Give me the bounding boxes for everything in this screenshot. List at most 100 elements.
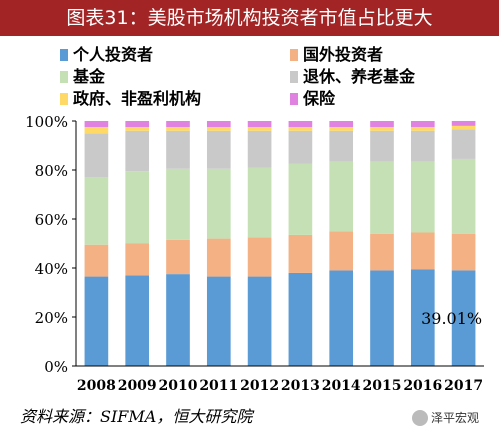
- bar-segment: [288, 272, 313, 366]
- y-tick-label: 60%: [35, 211, 68, 229]
- bar-segment: [370, 130, 394, 162]
- bar-segment: [370, 127, 394, 131]
- y-tick-label: 0%: [44, 358, 68, 376]
- bar-segment: [451, 270, 476, 366]
- legend-item-individual: 个人投资者: [60, 44, 153, 66]
- legend-item-insurance: 保险: [290, 88, 335, 110]
- bar-segment: [84, 121, 109, 128]
- bar-segment: [451, 125, 476, 130]
- bar-segment: [288, 127, 313, 131]
- bar-segment: [166, 168, 190, 240]
- bar-segment: [410, 232, 435, 270]
- source-note: 资料来源：SIFMA，恒大研究院: [20, 407, 253, 426]
- bar-segment: [166, 130, 190, 169]
- legend-item-funds: 基金: [60, 66, 105, 88]
- bar-segment: [329, 231, 354, 271]
- bar-segment: [451, 120, 476, 126]
- legend-item-foreign: 国外投资者: [290, 44, 383, 66]
- bar-segment: [125, 171, 150, 244]
- bar-segment: [410, 269, 435, 366]
- bar-segment: [247, 127, 272, 131]
- bar-segment: [166, 121, 190, 128]
- bar-segment: [247, 167, 272, 238]
- bar-segment: [125, 130, 150, 172]
- bar-segment: [206, 127, 231, 131]
- bar-segment: [370, 270, 394, 366]
- x-tick-label: 2008: [77, 378, 116, 394]
- bar-segment: [125, 127, 150, 131]
- chart-title: 图表31：美股市场机构投资者市值占比更大: [66, 7, 433, 29]
- bar-segment: [288, 130, 313, 164]
- bar-segment: [410, 121, 435, 128]
- bar-segment: [247, 237, 272, 277]
- watermark-text: 泽平宏观: [431, 411, 480, 425]
- bar-segment: [410, 127, 435, 131]
- bar-segment: [329, 121, 354, 128]
- legend-label: 保险: [303, 89, 336, 108]
- bar-segment: [125, 275, 150, 366]
- title-bar: [0, 0, 499, 36]
- bar-segment: [206, 238, 231, 277]
- legend-swatch: [60, 71, 68, 83]
- bar-segment: [84, 276, 109, 366]
- legend-label: 个人投资者: [73, 45, 154, 64]
- bar-segment: [166, 127, 190, 131]
- bar-segment: [166, 274, 190, 366]
- legend-swatch: [290, 49, 298, 61]
- bar-segment: [206, 276, 231, 366]
- legend-swatch: [290, 71, 298, 83]
- bar-segment: [84, 177, 109, 245]
- bar-segment: [370, 161, 394, 234]
- x-tick-label: 2015: [363, 378, 402, 394]
- legend-swatch: [290, 93, 298, 105]
- y-tick-label: 80%: [35, 162, 68, 180]
- bar-segment: [247, 121, 272, 128]
- bar-segment: [329, 127, 354, 131]
- bar-segment: [451, 129, 476, 159]
- x-tick-label: 2017: [444, 378, 483, 394]
- legend-item-pension: 退休、养老基金: [290, 66, 415, 88]
- legend-item-government: 政府、非盈利机构: [60, 88, 201, 110]
- data-label: 39.01%: [421, 309, 482, 328]
- bar-segment: [206, 121, 231, 128]
- bar-segment: [166, 239, 190, 275]
- y-tick-label: 100%: [25, 113, 68, 131]
- legend-label: 国外投资者: [303, 45, 384, 64]
- x-tick-label: 2011: [199, 378, 238, 394]
- x-tick-label: 2013: [281, 378, 320, 394]
- bar-segment: [206, 168, 231, 239]
- bar-segment: [84, 244, 109, 277]
- bar-segment: [451, 158, 476, 234]
- bar-segment: [247, 130, 272, 168]
- x-tick-label: 2014: [322, 378, 361, 394]
- bar-segment: [410, 130, 435, 162]
- bar-segment: [288, 234, 313, 273]
- y-tick-label: 40%: [35, 260, 68, 278]
- legend-label: 基金: [73, 67, 106, 86]
- x-tick-label: 2010: [159, 378, 198, 394]
- bar-segment: [288, 121, 313, 128]
- bar-segment: [370, 121, 394, 128]
- legend-label: 政府、非盈利机构: [73, 89, 202, 108]
- bar-segment: [84, 127, 109, 134]
- bar-segment: [288, 163, 313, 235]
- legend-swatch: [60, 49, 68, 61]
- bar-segment: [451, 233, 476, 271]
- bar-segment: [329, 270, 354, 366]
- bar-segment: [370, 233, 394, 271]
- bar-segment: [410, 161, 435, 233]
- bar-segment: [329, 130, 354, 162]
- bar-segment: [125, 243, 150, 276]
- legend-swatch: [60, 93, 68, 105]
- x-tick-label: 2009: [118, 378, 157, 394]
- x-tick-label: 2016: [403, 378, 442, 394]
- watermark: 泽平宏观: [412, 407, 479, 429]
- legend-label: 退休、养老基金: [303, 67, 416, 86]
- bar-segment: [329, 161, 354, 232]
- bar-segment: [247, 276, 272, 366]
- x-tick-label: 2012: [240, 378, 279, 394]
- legend: 个人投资者 国外投资者 基金 退休、养老基金 政府、非盈利机构 保险: [56, 44, 496, 114]
- wechat-icon: [412, 410, 428, 426]
- y-tick-label: 20%: [35, 309, 68, 327]
